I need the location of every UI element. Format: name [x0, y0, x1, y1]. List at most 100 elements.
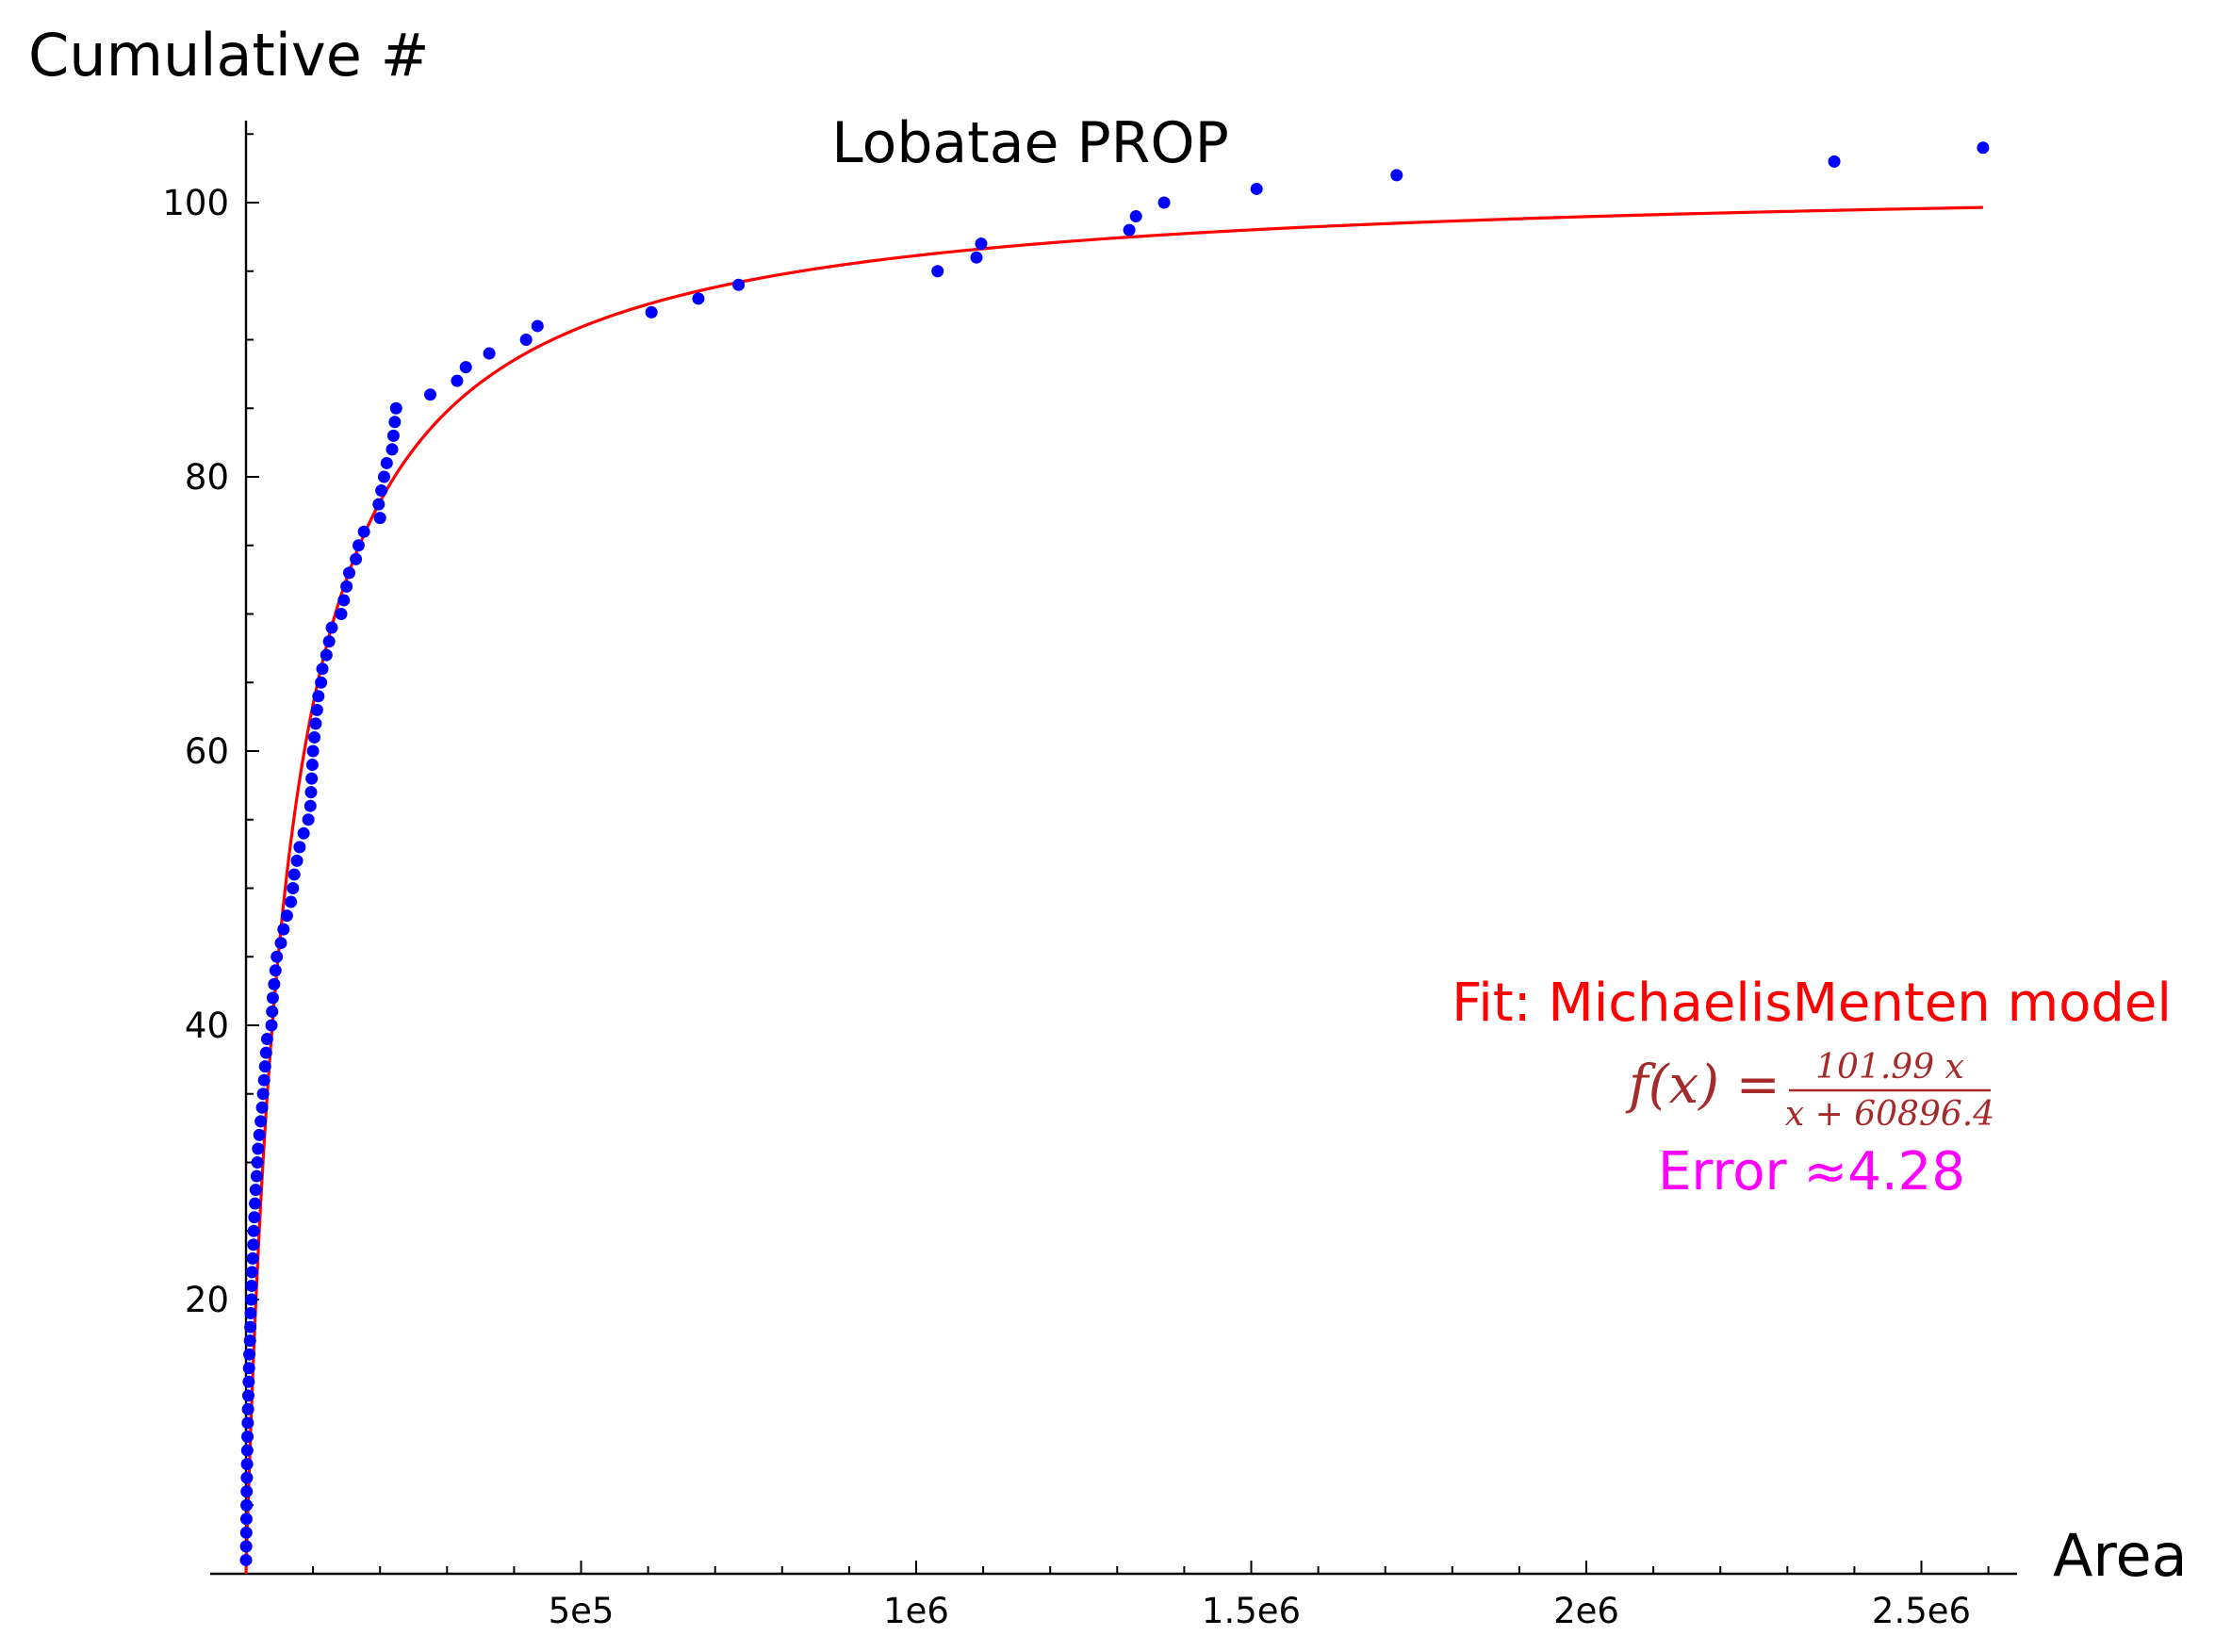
data-point — [304, 786, 318, 799]
data-point — [242, 1362, 255, 1375]
data-point — [325, 621, 338, 634]
data-point — [244, 1307, 257, 1320]
data-point — [315, 676, 328, 689]
y-tick-label: 100 — [162, 183, 229, 223]
fit-curve — [244, 205, 1983, 1574]
data-point — [287, 868, 301, 881]
data-point — [241, 1431, 254, 1443]
data-point — [239, 1553, 253, 1566]
data-point — [297, 826, 310, 840]
data-point — [1828, 155, 1841, 168]
data-point — [268, 977, 281, 990]
data-point — [293, 841, 306, 854]
series-layer — [239, 141, 1990, 1574]
x-tick-label: 1e6 — [883, 1591, 949, 1631]
data-point — [243, 1334, 256, 1348]
data-point — [931, 265, 944, 278]
data-point — [287, 882, 300, 894]
formula-lhs: f(x) = — [1625, 1055, 1780, 1116]
data-point — [1157, 196, 1171, 209]
data-point — [308, 730, 321, 744]
data-point — [244, 1320, 257, 1333]
data-point — [245, 1266, 258, 1279]
data-point — [451, 374, 464, 387]
data-point — [302, 813, 315, 826]
x-axis-label: Area — [2053, 1521, 2188, 1590]
x-tick-label: 5e5 — [549, 1591, 615, 1631]
data-point — [306, 744, 320, 758]
data-point — [1250, 182, 1263, 195]
data-point — [322, 635, 336, 648]
data-point — [692, 292, 705, 305]
data-point — [241, 1389, 254, 1402]
data-point — [257, 1073, 271, 1087]
data-point — [335, 608, 348, 620]
data-point — [266, 1005, 279, 1018]
data-point — [732, 278, 746, 291]
data-point — [254, 1115, 268, 1128]
data-point — [337, 594, 351, 607]
chart-axes: 5e5 1e6 1.5e6 2e6 2.5e6 20 40 60 80 100 — [162, 121, 2017, 1631]
data-point — [531, 319, 544, 333]
data-point — [240, 1444, 254, 1457]
data-point — [377, 470, 390, 483]
data-point — [242, 1375, 255, 1388]
data-point — [280, 909, 293, 923]
data-point — [245, 1279, 258, 1292]
data-point — [260, 1033, 273, 1046]
data-point — [269, 964, 282, 977]
data-point — [320, 648, 333, 662]
data-point — [249, 1184, 262, 1197]
data-point — [304, 799, 317, 812]
data-point — [239, 1540, 253, 1553]
x-tick-label: 2e6 — [1553, 1591, 1619, 1631]
y-axis-label: Cumulative # — [28, 21, 430, 90]
data-point — [310, 703, 323, 716]
data-point — [250, 1169, 263, 1183]
data-point — [285, 895, 298, 908]
data-point — [249, 1197, 262, 1210]
data-point — [241, 1416, 254, 1430]
data-point — [372, 498, 386, 511]
data-point — [312, 690, 325, 703]
y-tick-label: 40 — [185, 1006, 229, 1046]
data-point — [305, 759, 319, 772]
data-point — [316, 662, 329, 676]
data-point — [386, 443, 399, 456]
data-point — [459, 361, 472, 374]
data-point — [380, 456, 393, 469]
data-point — [240, 1471, 254, 1484]
chart-title: Lobatae PROP — [831, 110, 1229, 176]
fit-label: Fit: MichaelisMenten model — [1452, 973, 2172, 1034]
data-point — [253, 1128, 266, 1141]
y-tick-label: 20 — [185, 1280, 229, 1320]
data-point — [251, 1156, 264, 1169]
data-point — [519, 334, 533, 346]
data-point — [248, 1211, 261, 1224]
data-point — [373, 512, 386, 525]
data-point — [424, 388, 437, 401]
data-point — [265, 1019, 278, 1032]
y-tick-label: 80 — [185, 457, 229, 498]
y-tick-label: 60 — [185, 731, 229, 772]
fit-annotation: Fit: MichaelisMenten model f(x) = 101.99… — [1452, 973, 2172, 1202]
error-label: Error ≈4.28 — [1658, 1141, 1965, 1202]
data-point — [1129, 210, 1142, 223]
data-point — [645, 305, 658, 319]
data-point — [350, 552, 363, 565]
data-point — [240, 1485, 254, 1498]
data-point — [266, 991, 279, 1005]
data-point — [258, 1060, 271, 1073]
data-point — [239, 1526, 253, 1539]
data-point — [241, 1402, 254, 1415]
data-point — [246, 1251, 259, 1265]
x-tick-label: 1.5e6 — [1202, 1591, 1301, 1631]
data-point — [1977, 141, 1990, 155]
data-point — [240, 1498, 254, 1512]
data-point — [305, 772, 319, 785]
x-tick-label: 2.5e6 — [1872, 1591, 1971, 1631]
data-point — [255, 1101, 269, 1114]
data-point — [245, 1293, 258, 1306]
data-point — [375, 484, 388, 498]
formula-numerator: 101.99 x — [1815, 1048, 1964, 1087]
